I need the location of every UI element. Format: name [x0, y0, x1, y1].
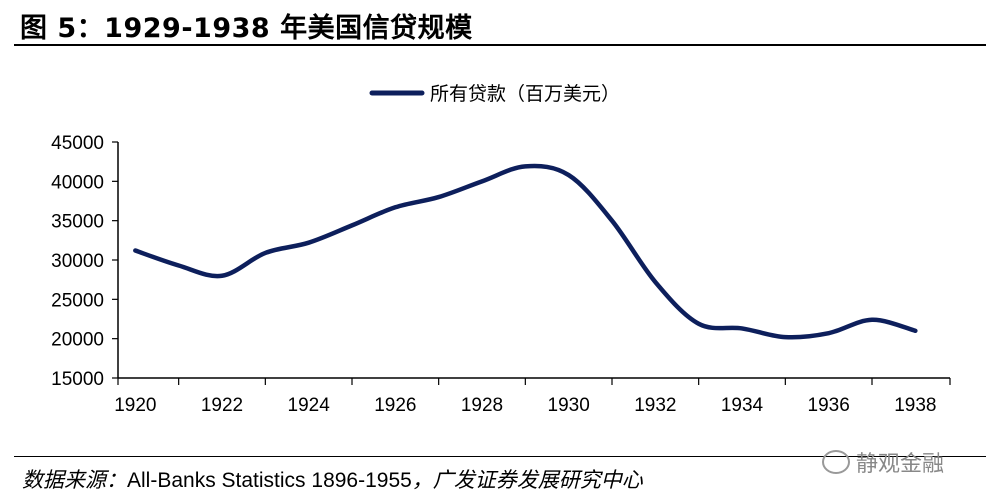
x-tick-label: 1934	[721, 395, 764, 416]
y-tick-label: 20000	[51, 330, 104, 351]
title-rule	[14, 44, 986, 46]
figure-title: 图 5：1929-1938 年美国信贷规模	[20, 13, 473, 44]
x-tick-label: 1924	[288, 395, 331, 416]
legend: 所有贷款（百万美元）	[369, 83, 620, 105]
watermark-text: 静观金融	[856, 452, 945, 477]
x-tick-label: 1938	[894, 395, 936, 416]
x-tick-label: 1936	[808, 395, 850, 416]
footer-rule	[14, 456, 986, 457]
x-tick-label: 1922	[201, 395, 243, 416]
y-tick-label: 25000	[51, 290, 104, 311]
source-text: All-Banks Statistics 1896-1955	[127, 469, 412, 492]
y-tick-label: 45000	[51, 133, 104, 154]
x-tick-label: 1930	[548, 395, 590, 416]
x-tick-label: 1920	[114, 395, 156, 416]
x-tick-label: 1926	[374, 395, 416, 416]
legend-label: 所有贷款（百万美元）	[430, 83, 620, 105]
source-label: 数据来源：	[22, 468, 127, 492]
x-axis-ticks: 1920 1922 1924 1926 1928 1930 1932 1934 1936 1938	[114, 378, 951, 416]
axes	[117, 142, 950, 379]
y-tick-label: 30000	[51, 251, 104, 272]
source-note: 数据来源：All-Banks Statistics 1896-1955，广发证券…	[22, 464, 643, 494]
watermark: 静观金融	[822, 446, 944, 478]
y-axis-ticks: 15000 20000 25000 30000 35000 40000 45000	[51, 133, 118, 390]
y-tick-label: 15000	[51, 369, 104, 390]
x-tick-label: 1928	[461, 395, 503, 416]
y-tick-label: 40000	[51, 172, 104, 193]
source-org: ，广发证券发展研究中心	[411, 468, 643, 492]
series-line-loans	[133, 163, 918, 340]
wechat-icon	[822, 450, 850, 474]
y-tick-label: 35000	[51, 212, 104, 233]
line-chart: 所有贷款（百万美元） 15000 20000 25000 30000 35000 4000…	[51, 83, 951, 416]
x-tick-label: 1932	[634, 395, 676, 416]
